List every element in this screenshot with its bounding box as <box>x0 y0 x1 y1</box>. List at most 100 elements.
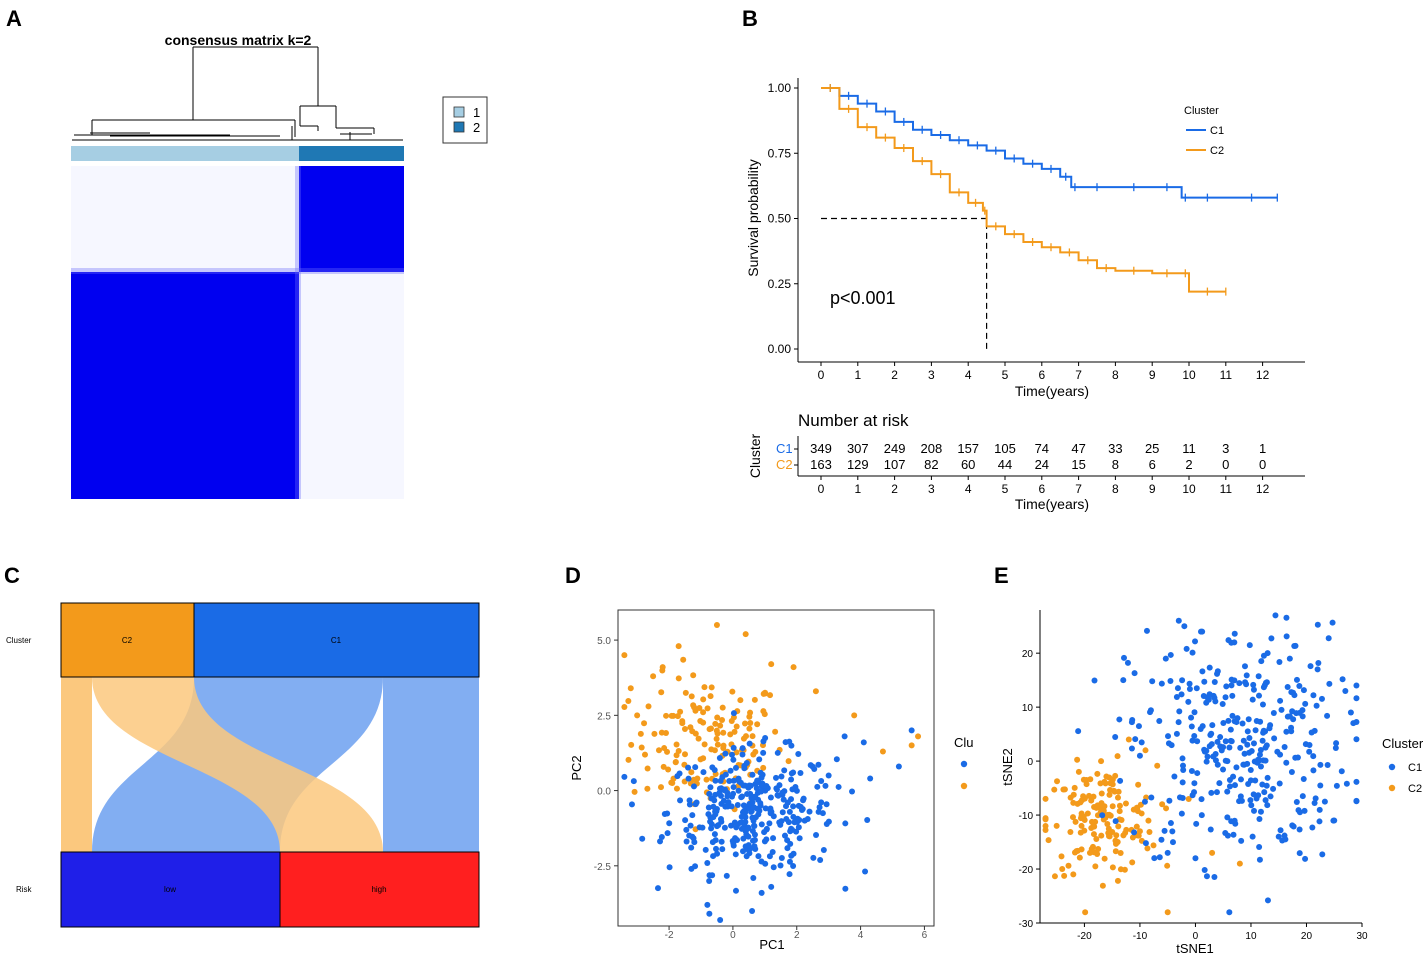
pca-point-c1 <box>820 846 827 853</box>
pca-point-c1 <box>749 837 756 844</box>
tsne-point-c1 <box>1264 897 1271 904</box>
alluvial-axis-risk: Risk <box>16 885 33 894</box>
tsne-point-c2 <box>1082 909 1089 916</box>
pca-point-c1 <box>712 791 719 798</box>
pca-point-c1 <box>825 772 832 779</box>
tsne-point-c1 <box>1179 677 1186 684</box>
pca-point-c1 <box>734 801 741 808</box>
pca-point-c2 <box>741 720 748 727</box>
pca-point-c2 <box>700 696 707 703</box>
tsne-point-c1 <box>1311 800 1318 807</box>
tsne-point-c1 <box>1264 650 1271 657</box>
pca-point-c1 <box>753 785 760 792</box>
pca-point-c1 <box>786 808 793 815</box>
pca-point-c1 <box>685 775 692 782</box>
pca-point-c2 <box>746 713 753 720</box>
alluvial-node-c1-label: C1 <box>331 636 342 645</box>
pca-point-c1 <box>732 851 739 858</box>
tsne-point-c1 <box>1228 738 1235 745</box>
pca-point-c1 <box>842 885 849 892</box>
tsne-point-c2 <box>1042 827 1049 834</box>
pca-point-c1 <box>725 799 732 806</box>
pca-point-c1 <box>685 764 692 771</box>
tsne-point-c1 <box>1326 680 1333 687</box>
tsne-point-c1 <box>1270 710 1277 717</box>
pca-point-c1 <box>730 842 737 849</box>
tsne-point-c1 <box>1206 691 1213 698</box>
tsne-point-c1 <box>1224 814 1231 821</box>
tsne-point-c1 <box>1223 683 1230 690</box>
tsne-point-c1 <box>1288 689 1295 696</box>
tsne-point-c1 <box>1179 755 1186 762</box>
tsne-point-c1 <box>1194 738 1201 745</box>
tsne-point-c1 <box>1329 619 1336 626</box>
tsne-point-c1 <box>1198 796 1205 803</box>
pca-point-c1 <box>815 808 822 815</box>
tsne-point-c1 <box>1148 794 1155 801</box>
tsne-point-c2 <box>1081 795 1088 802</box>
tsne-point-c1 <box>1217 734 1224 741</box>
tsne-point-c1 <box>1211 873 1218 880</box>
km-ylabel: Survival probability <box>745 159 761 277</box>
tsne-point-c1 <box>1226 909 1233 916</box>
pca-point-c1 <box>835 783 842 790</box>
p-value-annotation: p<0.001 <box>830 288 896 308</box>
pca-point-c1 <box>795 750 802 757</box>
tsne-point-c1 <box>1179 762 1186 769</box>
tsne-point-c1 <box>1281 744 1288 751</box>
tsne-points <box>1042 612 1360 916</box>
km-axes: 0.000.250.500.751.000 1 2 3 4 5 6 7 8 9 10 11 12 <box>768 78 1305 382</box>
pca-point-c1 <box>778 773 785 780</box>
tsne-point-c1 <box>1174 685 1181 692</box>
tsne-point-c1 <box>1189 737 1196 744</box>
pca-point-c1 <box>719 846 726 853</box>
tsne-point-c1 <box>1286 655 1293 662</box>
pca-point-c1 <box>718 785 725 792</box>
tsne-point-c1 <box>1245 716 1252 723</box>
pca-point-c2 <box>679 720 686 727</box>
pca-point-c1 <box>779 809 786 816</box>
tsne-point-c2 <box>1098 758 1105 765</box>
pca-point-c1 <box>687 822 694 829</box>
pca-point-c1 <box>734 821 741 828</box>
tsne-point-c1 <box>1178 691 1185 698</box>
tsne-point-c1 <box>1276 658 1283 665</box>
tsne-point-c1 <box>1188 768 1195 775</box>
tsne-point-c1 <box>1175 719 1182 726</box>
pca-point-c1 <box>806 808 813 815</box>
tsne-point-c1 <box>1141 798 1148 805</box>
pca-point-c1 <box>770 813 777 820</box>
pca-point-c2 <box>720 744 727 751</box>
risk-count-c2: 0 <box>1222 457 1229 472</box>
risk-count-c1: 105 <box>994 441 1016 456</box>
pca-point-c1 <box>676 770 683 777</box>
km-y-tick-label: 0.50 <box>768 212 792 226</box>
pca-point-c1 <box>749 771 756 778</box>
tsne-point-c2 <box>1146 828 1153 835</box>
pca-point-c1 <box>750 874 757 881</box>
tsne-point-c2 <box>1061 872 1068 879</box>
tsne-point-c2 <box>1102 780 1109 787</box>
pca-point-c1 <box>745 833 752 840</box>
heatmap-title: consensus matrix k=2 <box>165 32 312 48</box>
pca-point-c2 <box>713 735 720 742</box>
tsne-point-c1 <box>1283 614 1290 621</box>
pca-point-c1 <box>774 749 781 756</box>
tsne-point-c1 <box>1333 740 1340 747</box>
pca-point-c1 <box>749 907 756 914</box>
tsne-point-c1 <box>1204 753 1211 760</box>
pca-point-c1 <box>750 804 757 811</box>
risk-count-c1: 11 <box>1182 441 1196 456</box>
tsne-point-c1 <box>1343 780 1350 787</box>
tsne-point-c1 <box>1263 782 1270 789</box>
tsne-point-c2 <box>1086 849 1093 856</box>
tsne-point-c2 <box>1095 845 1102 852</box>
pca-point-c2 <box>719 704 726 711</box>
tsne-point-c2 <box>1209 849 1216 856</box>
risk-table-x-tick-label: 6 <box>1038 482 1045 496</box>
tsne-point-c1 <box>1132 736 1139 743</box>
pca-point-c2 <box>908 742 915 749</box>
tsne-point-c2 <box>1065 862 1072 869</box>
tsne-point-c1 <box>1169 828 1176 835</box>
tsne-point-c1 <box>1244 741 1251 748</box>
